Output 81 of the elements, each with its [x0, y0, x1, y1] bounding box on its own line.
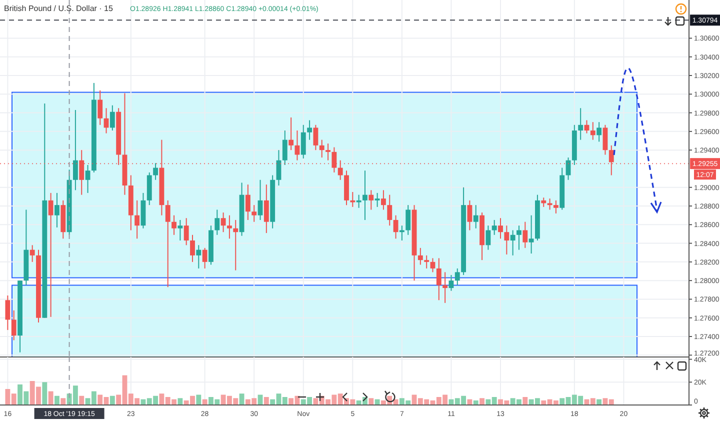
candlestick: [528, 214, 534, 254]
candlestick: [393, 214, 398, 240]
candlestick: [214, 209, 220, 236]
candlestick: [350, 192, 356, 208]
candlestick: [110, 104, 115, 131]
candlestick: [430, 258, 436, 273]
bar: [48, 391, 54, 405]
bar: [522, 397, 528, 405]
candlestick: [226, 214, 232, 240]
candlestick: [48, 192, 54, 318]
candlestick: [11, 310, 16, 341]
candlestick: [300, 124, 306, 159]
candlestick: [258, 179, 263, 220]
candlestick: [252, 204, 257, 222]
candlestick: [5, 294, 10, 330]
candlestick: [590, 122, 596, 140]
candlestick: [486, 225, 491, 250]
candlestick: [313, 124, 318, 151]
candlestick: [172, 214, 176, 236]
candlestick: [98, 90, 103, 126]
bar: [178, 398, 183, 405]
candlestick: [584, 120, 590, 134]
bar: [79, 396, 84, 405]
candlestick: [424, 254, 430, 269]
candlestick: [516, 225, 522, 250]
candlestick: [442, 272, 448, 304]
candlestick: [184, 218, 189, 246]
candlestick: [498, 218, 503, 240]
candlestick: [406, 204, 411, 236]
text: British Pound / U.S. Dollar · 15: [4, 4, 114, 13]
candlestick: [541, 197, 546, 208]
candlestick: [596, 122, 602, 142]
candlestick: [448, 274, 454, 292]
candlestick: [264, 184, 269, 234]
candlestick: [522, 221, 528, 248]
candlestick: [436, 258, 442, 301]
candlestick: [454, 268, 460, 286]
candlestick: [220, 212, 226, 233]
candlestick: [245, 184, 250, 220]
candlestick: [178, 219, 183, 241]
candlestick: [288, 116, 294, 151]
bar: [42, 382, 48, 405]
candlestick: [319, 139, 324, 158]
bar: [264, 397, 269, 405]
bar: [60, 398, 66, 405]
candlestick: [387, 194, 392, 226]
candlestick: [374, 192, 380, 208]
candlestick: [190, 234, 195, 262]
candlestick: [85, 164, 90, 194]
bar: [196, 394, 202, 405]
candlestick: [153, 162, 158, 180]
candlestick: [165, 200, 170, 288]
candlestick: [196, 244, 202, 269]
candlestick: [282, 130, 288, 166]
candlestick: [368, 190, 374, 210]
candlestick: [467, 200, 472, 231]
bar: [368, 398, 374, 405]
candlestick: [134, 200, 140, 240]
bar: [480, 398, 484, 405]
candlestick: [202, 247, 208, 269]
candlestick: [504, 225, 510, 255]
candlestick: [326, 143, 330, 161]
candlestick: [356, 194, 362, 208]
candlestick: [553, 200, 558, 214]
candlestick: [492, 219, 497, 236]
candlestick: [30, 244, 35, 262]
candlestick: [54, 192, 60, 228]
candlestick: [307, 120, 312, 140]
candlestick: [547, 198, 552, 210]
candlestick: [72, 109, 78, 191]
candlestick: [473, 204, 478, 229]
bar: [110, 396, 115, 405]
candlestick: [399, 225, 404, 241]
candlestick: [578, 108, 584, 140]
candlestick: [510, 230, 516, 256]
bar: [54, 396, 60, 405]
candlestick: [380, 190, 386, 210]
candlestick: [602, 124, 608, 156]
candlestick: [233, 219, 238, 271]
candlestick: [418, 247, 423, 266]
candlestick: [362, 170, 368, 220]
